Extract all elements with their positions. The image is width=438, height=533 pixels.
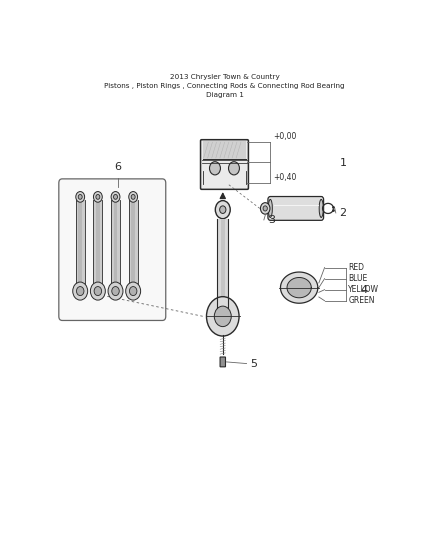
- Circle shape: [214, 306, 231, 327]
- Circle shape: [209, 161, 220, 175]
- Text: Diagram 1: Diagram 1: [205, 92, 244, 98]
- Circle shape: [78, 195, 82, 199]
- FancyBboxPatch shape: [268, 197, 324, 220]
- Text: BLUE: BLUE: [348, 274, 367, 283]
- Text: 4: 4: [360, 285, 367, 295]
- Circle shape: [111, 191, 120, 202]
- Circle shape: [131, 195, 135, 199]
- Text: RED: RED: [348, 263, 364, 272]
- Circle shape: [94, 287, 102, 296]
- FancyBboxPatch shape: [201, 140, 248, 189]
- Ellipse shape: [319, 199, 323, 217]
- Text: YELLOW: YELLOW: [348, 285, 379, 294]
- Circle shape: [93, 191, 102, 202]
- Circle shape: [130, 287, 137, 296]
- Circle shape: [76, 191, 85, 202]
- Circle shape: [126, 282, 141, 300]
- FancyBboxPatch shape: [220, 357, 226, 367]
- Polygon shape: [287, 278, 311, 298]
- Text: +0,00: +0,00: [273, 132, 297, 141]
- Text: 6: 6: [114, 163, 121, 172]
- Text: GREEN: GREEN: [348, 296, 375, 305]
- Circle shape: [206, 297, 239, 336]
- Text: 5: 5: [250, 359, 257, 368]
- Circle shape: [229, 161, 240, 175]
- Circle shape: [261, 203, 270, 214]
- FancyBboxPatch shape: [203, 141, 246, 159]
- Circle shape: [129, 191, 138, 202]
- Circle shape: [77, 287, 84, 296]
- Text: 2013 Chrysler Town & Country: 2013 Chrysler Town & Country: [170, 74, 279, 80]
- Ellipse shape: [268, 199, 272, 217]
- Text: 3: 3: [268, 215, 275, 225]
- Circle shape: [96, 195, 100, 199]
- Circle shape: [108, 282, 123, 300]
- Text: 2: 2: [339, 208, 346, 218]
- Text: Pistons , Piston Rings , Connecting Rods & Connecting Rod Bearing: Pistons , Piston Rings , Connecting Rods…: [104, 83, 345, 89]
- Polygon shape: [280, 272, 318, 303]
- Circle shape: [73, 282, 88, 300]
- Text: +0,40: +0,40: [273, 173, 297, 182]
- Text: 1: 1: [340, 158, 347, 168]
- Circle shape: [112, 287, 119, 296]
- Circle shape: [263, 206, 267, 211]
- FancyBboxPatch shape: [59, 179, 166, 320]
- Circle shape: [215, 200, 230, 219]
- Circle shape: [219, 206, 226, 213]
- Circle shape: [113, 195, 117, 199]
- Circle shape: [90, 282, 105, 300]
